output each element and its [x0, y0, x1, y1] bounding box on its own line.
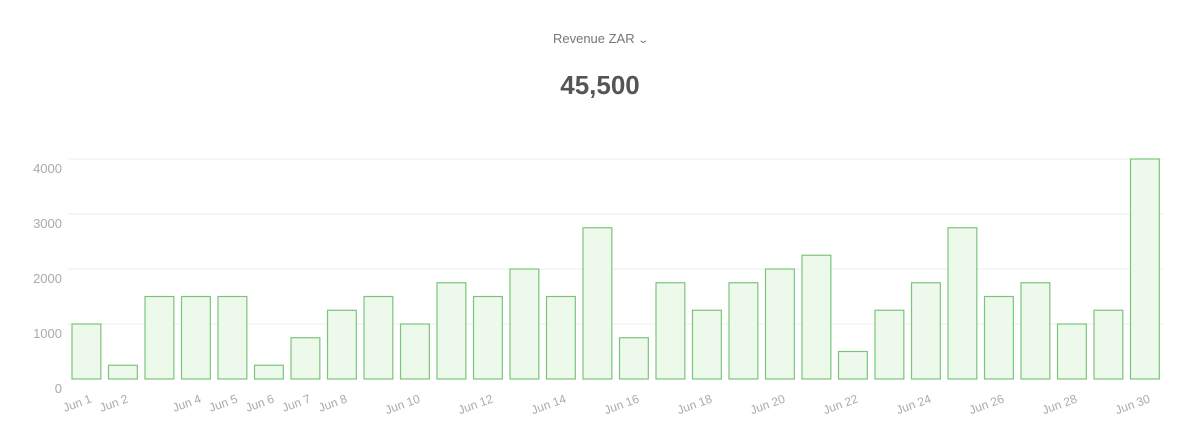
bar-jun-29 — [1093, 309, 1124, 380]
x-tick-label: Jun 5 — [207, 392, 240, 415]
bar-jun-20 — [764, 268, 795, 380]
bar-jun-25 — [947, 227, 978, 380]
x-tick-label: Jun 26 — [967, 392, 1006, 418]
bar-jun-16 — [618, 337, 649, 380]
x-tick-label: Jun 24 — [894, 392, 933, 418]
bar-jun-27 — [1020, 282, 1051, 380]
x-tick-label: Jun 1 — [61, 392, 94, 415]
chevron-down-icon: ⌄ — [636, 35, 649, 46]
metric-label: Revenue ZAR — [552, 31, 635, 46]
bar-jun-2 — [107, 364, 138, 380]
x-tick-label: Jun 28 — [1040, 392, 1079, 418]
x-tick-label: Jun 7 — [280, 392, 313, 415]
x-tick-label: Jun 20 — [748, 392, 787, 418]
bar-jun-21 — [801, 254, 832, 380]
bar-jun-11 — [436, 282, 467, 380]
y-tick-label: 0 — [55, 381, 62, 396]
bar-jun-19 — [728, 282, 759, 380]
bar-jun-9 — [363, 295, 394, 380]
x-tick-label: Jun 16 — [602, 392, 641, 418]
bar-jun-5 — [217, 295, 248, 380]
bar-jun-4 — [180, 295, 211, 380]
bar-jun-10 — [399, 323, 430, 380]
total-value: 45,500 — [560, 70, 640, 100]
metric-selector[interactable]: Revenue ZAR ⌄ — [0, 31, 1200, 46]
x-tick-label: Jun 10 — [383, 392, 422, 418]
x-tick-label: Jun 8 — [317, 392, 350, 415]
bar-jun-3 — [144, 295, 175, 380]
bar-jun-8 — [326, 309, 357, 380]
x-tick-label: Jun 12 — [456, 392, 495, 418]
bar-jun-1 — [71, 323, 102, 380]
bar-jun-30 — [1129, 158, 1160, 380]
x-tick-label: Jun 2 — [98, 392, 131, 415]
y-tick-label: 3000 — [33, 216, 62, 231]
x-tick-label: Jun 30 — [1113, 392, 1152, 418]
bar-jun-14 — [545, 295, 576, 380]
bar-jun-23 — [874, 309, 905, 380]
bar-jun-6 — [253, 364, 284, 380]
bar-jun-7 — [290, 337, 321, 380]
y-tick-label: 1000 — [33, 326, 62, 341]
bar-jun-26 — [983, 295, 1014, 380]
y-tick-label: 2000 — [33, 271, 62, 286]
bar-jun-18 — [691, 309, 722, 380]
bar-jun-13 — [509, 268, 540, 380]
bar-jun-24 — [910, 282, 941, 380]
bar-jun-22 — [837, 350, 868, 380]
bar-jun-12 — [472, 295, 503, 380]
bar-jun-28 — [1056, 323, 1087, 380]
x-tick-label: Jun 22 — [821, 392, 860, 418]
x-tick-label: Jun 14 — [529, 392, 568, 418]
y-tick-label: 4000 — [33, 161, 62, 176]
bar-jun-17 — [655, 282, 686, 380]
x-tick-label: Jun 4 — [171, 392, 204, 415]
bar-jun-15 — [582, 227, 613, 380]
x-tick-label: Jun 6 — [244, 392, 277, 415]
x-tick-label: Jun 18 — [675, 392, 714, 418]
